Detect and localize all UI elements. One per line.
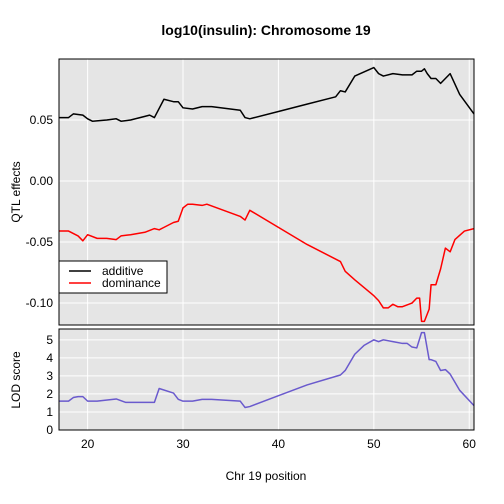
effects-y-tick-label: 0.00 [30,174,54,188]
effects-y-axis-title: QTL effects [9,161,23,222]
legend-label-additive: additive [102,264,144,278]
effects-y-tick-label: 0.05 [30,113,54,127]
effects-y-tick-label: -0.10 [26,296,54,310]
lod-y-tick-label: 5 [46,333,53,347]
chart-title: log10(insulin): Chromosome 19 [161,22,370,38]
lod-y-tick-label: 2 [46,387,53,401]
effects-y-tick-label: -0.05 [26,235,54,249]
lod-y-tick-label: 0 [46,423,53,437]
lod-plot-border [58,328,475,431]
x-tick-label: 20 [81,437,95,451]
effects-plot-border [58,58,475,326]
x-tick-label: 50 [367,437,381,451]
lod-x-ticks: 20 30 40 50 60 [81,437,476,451]
legend-box [58,260,168,294]
effects-panel: 0.05 0.00 -0.05 -0.10 QTL effects additive … [9,58,475,326]
effects-series-additive [59,66,475,122]
lod-series-line [59,331,475,409]
x-tick-label: 30 [176,437,190,451]
effects-y-ticks: 0.05 0.00 -0.05 -0.10 [26,113,54,310]
legend: additive dominance [58,260,168,294]
x-axis-title: Chr 19 position [226,469,307,483]
lod-y-ticks: 0 1 2 3 4 5 [46,333,53,437]
lod-y-tick-label: 1 [46,405,53,419]
lod-y-tick-label: 3 [46,369,53,383]
x-tick-label: 60 [463,437,477,451]
lod-y-tick-label: 4 [46,351,53,365]
effects-series-dominance [59,203,475,323]
lod-panel: 0 1 2 3 4 5 20 30 40 50 60 LOD score Chr 19 posit… [9,328,476,483]
lod-plot-background [59,329,474,430]
legend-label-dominance: dominance [102,276,161,290]
lod-y-axis-title: LOD score [9,351,23,409]
lod-series [59,331,475,409]
effects-grid [59,59,474,325]
effects-series [59,66,475,323]
x-tick-label: 40 [272,437,286,451]
